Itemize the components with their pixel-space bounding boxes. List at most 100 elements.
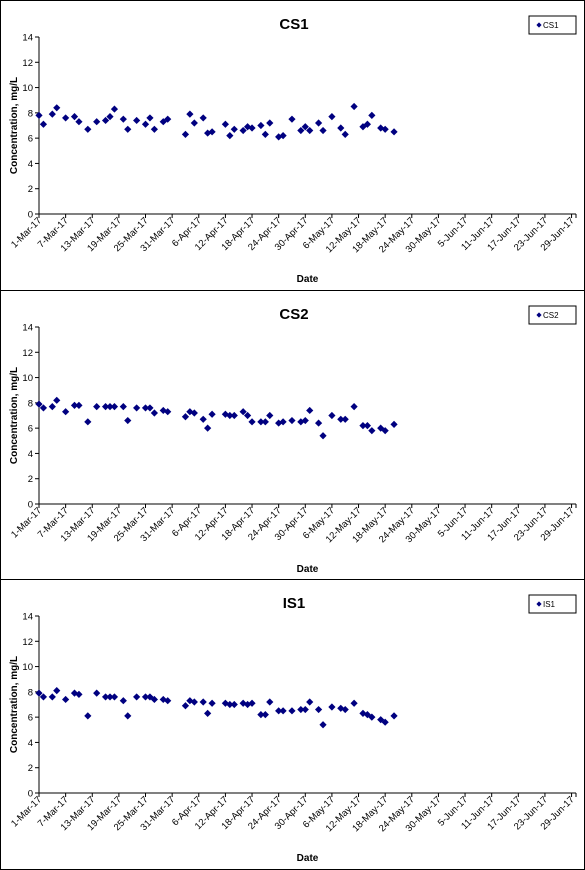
data-point (48, 403, 56, 411)
chart-panel-cs2: CS2 Concentration, mg/L Date 0 2 4 6 8 10 12 14 1-M… (0, 290, 585, 580)
data-point (226, 132, 234, 140)
data-point (288, 707, 296, 715)
data-point (221, 120, 229, 128)
data-point (390, 420, 398, 428)
data-point (266, 698, 274, 706)
data-point (381, 125, 389, 133)
data-point (110, 403, 119, 411)
y-tick-label: 6 (28, 713, 33, 724)
data-point (248, 418, 256, 426)
data-point (363, 120, 372, 128)
data-point (199, 114, 207, 122)
data-point (243, 411, 252, 420)
data-point (48, 110, 56, 118)
legend-label: IS1 (543, 600, 556, 609)
data-point (368, 111, 376, 119)
data-point (319, 721, 327, 729)
data-point (279, 418, 287, 426)
data-point (35, 111, 43, 119)
data-point (48, 693, 56, 701)
data-point (62, 695, 70, 704)
data-point (53, 104, 61, 112)
data-point (146, 404, 154, 412)
y-axis-label: Concentration, mg/L (9, 77, 20, 174)
legend-marker (536, 312, 542, 318)
data-point (350, 699, 358, 707)
data-point (377, 424, 385, 432)
data-point (230, 411, 238, 420)
data-point (133, 693, 141, 701)
data-point (377, 124, 385, 132)
data-point (124, 416, 132, 425)
data-point (35, 689, 43, 697)
data-point (328, 703, 336, 711)
y-tick-label: 6 (28, 424, 33, 435)
data-point (119, 115, 127, 123)
data-point (70, 113, 79, 121)
data-point (75, 118, 83, 126)
data-point (84, 418, 92, 426)
y-tick-label: 2 (28, 474, 33, 485)
data-point (199, 415, 207, 423)
legend-marker (536, 22, 542, 28)
y-tick-label: 2 (28, 184, 33, 195)
data-point (350, 102, 358, 111)
data-point (181, 702, 190, 710)
x-axis-label: Date (297, 564, 319, 575)
data-point (181, 413, 190, 421)
data-point (133, 404, 141, 412)
data-point (204, 424, 212, 432)
y-tick-label: 10 (22, 373, 33, 384)
data-point (124, 125, 132, 133)
data-point (377, 716, 385, 724)
data-point (84, 712, 92, 720)
data-point (133, 116, 141, 125)
data-point (279, 132, 287, 140)
y-tick-label: 14 (22, 323, 33, 334)
y-tick-label: 0 (28, 789, 33, 800)
data-point (62, 114, 70, 122)
y-tick-label: 12 (22, 348, 33, 359)
y-tick-label: 6 (28, 134, 33, 145)
y-tick-label: 0 (28, 210, 33, 221)
y-tick-label: 4 (28, 449, 33, 460)
data-point (226, 700, 234, 709)
x-axis-label: Date (297, 274, 319, 285)
data-point (190, 119, 198, 127)
data-point (181, 130, 190, 138)
y-tick-label: 8 (28, 108, 33, 119)
y-tick-label: 4 (28, 159, 33, 170)
data-point (350, 403, 358, 411)
data-point (119, 697, 127, 705)
data-point (93, 403, 101, 411)
data-point (190, 698, 198, 706)
data-point (337, 415, 345, 423)
data-point (319, 126, 327, 135)
chart-title: CS1 (279, 16, 308, 33)
data-point (150, 409, 158, 417)
y-tick-label: 14 (22, 612, 33, 623)
legend-box (528, 305, 577, 325)
data-point (106, 113, 114, 121)
data-point (110, 105, 119, 113)
data-point (62, 408, 70, 416)
data-point (390, 712, 398, 720)
data-point (390, 128, 398, 136)
data-point (93, 118, 101, 126)
data-point (319, 432, 327, 440)
data-point (266, 411, 274, 420)
y-tick-label: 2 (28, 763, 33, 774)
data-point (208, 699, 216, 707)
data-point (204, 709, 212, 717)
data-point (84, 125, 92, 133)
y-tick-label: 8 (28, 687, 33, 698)
data-point (279, 707, 287, 715)
data-point (110, 693, 119, 701)
data-point (288, 115, 296, 123)
data-point (101, 116, 110, 125)
data-point (208, 128, 216, 136)
data-point (75, 401, 83, 409)
legend-box (528, 15, 577, 35)
